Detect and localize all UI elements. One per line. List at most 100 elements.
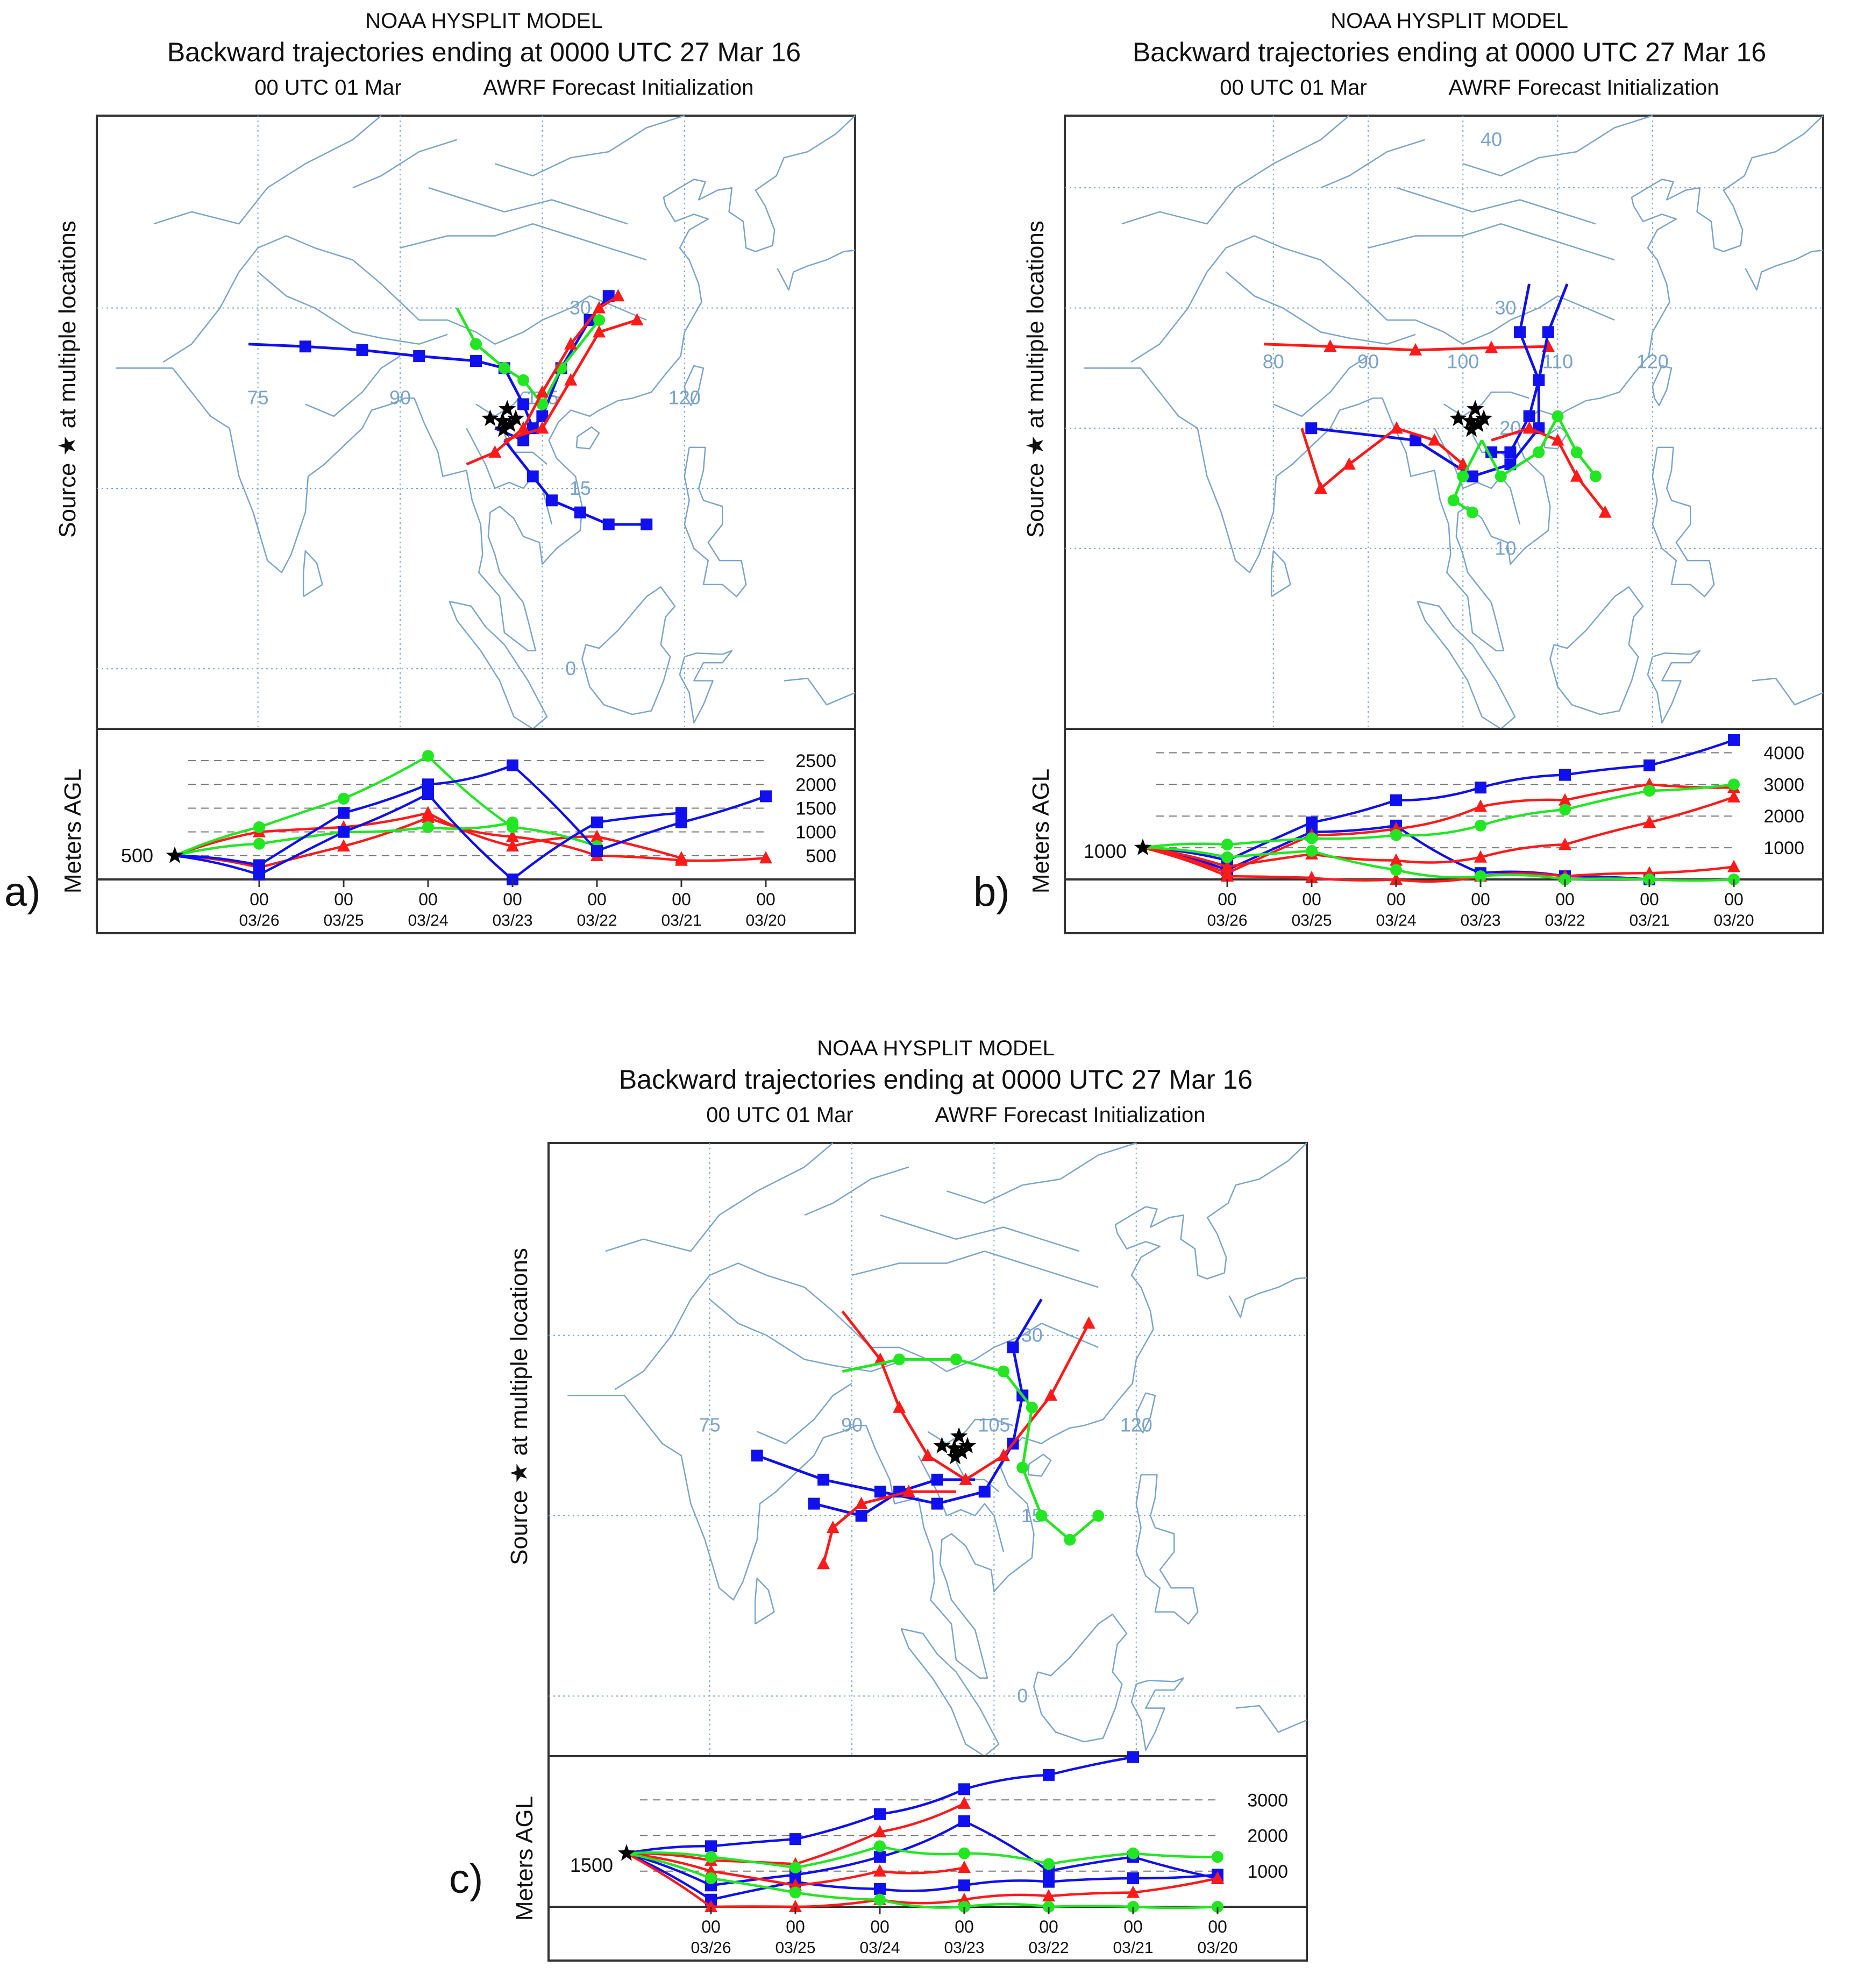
height-series <box>617 1751 1224 1913</box>
height-tick-label: 3000 <box>1763 775 1804 795</box>
height-marker-green <box>1043 1858 1055 1870</box>
trajectory-marker-green <box>1026 1401 1038 1414</box>
trajectory-marker-green <box>950 1353 962 1366</box>
height-marker-red <box>873 1824 886 1837</box>
trajectory-path-blue <box>248 343 535 429</box>
title-line-3-right: AWRF Forecast Initialization <box>935 1103 1205 1127</box>
height-marker-red <box>789 1900 802 1912</box>
trajectory-marker-red <box>893 1400 906 1413</box>
date-label: 03/24 <box>408 912 448 929</box>
coastline <box>757 1383 852 1445</box>
longitude-label: 120 <box>1636 350 1669 372</box>
coastline <box>1121 115 1350 225</box>
coastline <box>946 1142 1137 1204</box>
height-marker-red <box>1727 790 1740 803</box>
date-label: 03/22 <box>577 912 617 929</box>
height-marker-red <box>1559 793 1571 806</box>
hour-label: 00 <box>870 1917 890 1936</box>
height-tick-label: 4000 <box>1763 743 1804 763</box>
hour-label: 00 <box>1302 890 1321 909</box>
hour-label: 00 <box>756 890 775 909</box>
height-marker-blue <box>591 845 603 857</box>
height-tick-labels: 4000 3000 2000 1000 <box>1763 743 1804 858</box>
trajectory-marker-blue <box>526 470 539 482</box>
height-marker-red <box>958 1861 971 1873</box>
height-marker-blue <box>338 826 350 838</box>
height-frame <box>1064 728 1824 934</box>
source-axis-label: Source ★ at multiple locations <box>54 221 81 538</box>
source-axis-label: Source ★ at multiple locations <box>506 1248 532 1565</box>
trajectory-marker-blue <box>1410 434 1422 446</box>
trajectory-marker-red <box>611 289 625 302</box>
height-marker-blue <box>1127 1872 1139 1884</box>
height-tick-label: 1000 <box>1763 838 1804 858</box>
latitude-label: 0 <box>1017 1685 1028 1707</box>
trajectory-marker-red <box>488 445 502 458</box>
coastline <box>581 586 676 715</box>
height-marker-green <box>705 1851 717 1863</box>
longitude-label: 75 <box>247 386 269 408</box>
coastline <box>153 115 382 225</box>
height-marker-green <box>422 821 434 833</box>
height-marker-green <box>1643 785 1655 797</box>
trajectory-marker-blue <box>517 398 530 410</box>
coastline <box>162 235 647 363</box>
coastline <box>428 187 628 225</box>
meters-axis-label: Meters AGL <box>60 769 86 893</box>
height-marker-blue <box>1127 1751 1139 1763</box>
trajectory-marker-green <box>1457 470 1469 482</box>
height-marker-green <box>1728 778 1740 791</box>
trajectory-marker-green <box>517 374 530 386</box>
height-marker-red <box>1474 850 1487 863</box>
longitude-label: 90 <box>389 386 411 408</box>
height-marker-green <box>507 816 518 828</box>
coastline <box>466 428 553 525</box>
panel-label-c: c) <box>449 1856 483 1902</box>
longitude-label: 90 <box>1357 350 1379 372</box>
date-label: 03/23 <box>1460 912 1500 929</box>
longitude-label: 75 <box>699 1414 721 1436</box>
start-height-label: 1000 <box>1084 840 1127 862</box>
height-series-green-1 <box>1142 783 1734 849</box>
hysplit-panel-a: NOAA HYSPLIT MODEL Backward trajectories… <box>54 9 856 934</box>
trajectory-marker-blue <box>931 1497 943 1510</box>
start-star <box>617 1844 636 1861</box>
date-label: 03/23 <box>944 1939 984 1957</box>
title-line-2: Backward trajectories ending at 0000 UTC… <box>1133 37 1766 67</box>
trajectory-marker-green <box>1016 1461 1029 1474</box>
height-marker-red <box>1127 1885 1140 1898</box>
source-axis-label: Source ★ at multiple locations <box>1022 221 1049 538</box>
height-marker-blue <box>1043 1769 1055 1781</box>
height-marker-green <box>1212 1851 1223 1863</box>
trajectory-marker-red <box>536 421 549 434</box>
longitude-label: 80 <box>1263 350 1284 372</box>
height-series-red-1 <box>1142 783 1734 875</box>
height-marker-blue <box>958 1815 970 1827</box>
trajectory-marker-green <box>1495 470 1507 482</box>
height-marker-red <box>506 829 519 842</box>
coastline <box>400 223 647 261</box>
latitude-label: 15 <box>570 477 591 499</box>
title-line-2: Backward trajectories ending at 0000 UTC… <box>619 1064 1253 1095</box>
height-marker-blue <box>507 759 518 771</box>
longitude-label: 100 <box>1447 350 1479 372</box>
coastline <box>1228 1277 1307 1318</box>
longitude-label: 90 <box>841 1414 863 1436</box>
height-marker-red <box>337 839 350 852</box>
height-frame <box>547 1755 1308 1962</box>
height-marker-blue <box>675 807 687 819</box>
height-marker-green <box>874 1893 886 1906</box>
latitude-label: 40 <box>1481 129 1502 151</box>
trajectory-marker-blue <box>546 494 558 507</box>
source-star <box>481 409 499 426</box>
height-marker-green <box>338 792 350 805</box>
trajectory-marker-blue <box>517 434 530 446</box>
hysplit-panel-c: NOAA HYSPLIT MODEL Backward trajectories… <box>506 1036 1308 1962</box>
height-marker-blue <box>675 816 687 828</box>
trajectory-marker-red <box>902 1485 915 1497</box>
coastline <box>754 1577 775 1625</box>
height-marker-blue <box>1475 782 1486 794</box>
trajectory-marker-red <box>1551 433 1564 446</box>
date-label: 03/21 <box>1113 1939 1153 1957</box>
source-star <box>933 1437 951 1453</box>
